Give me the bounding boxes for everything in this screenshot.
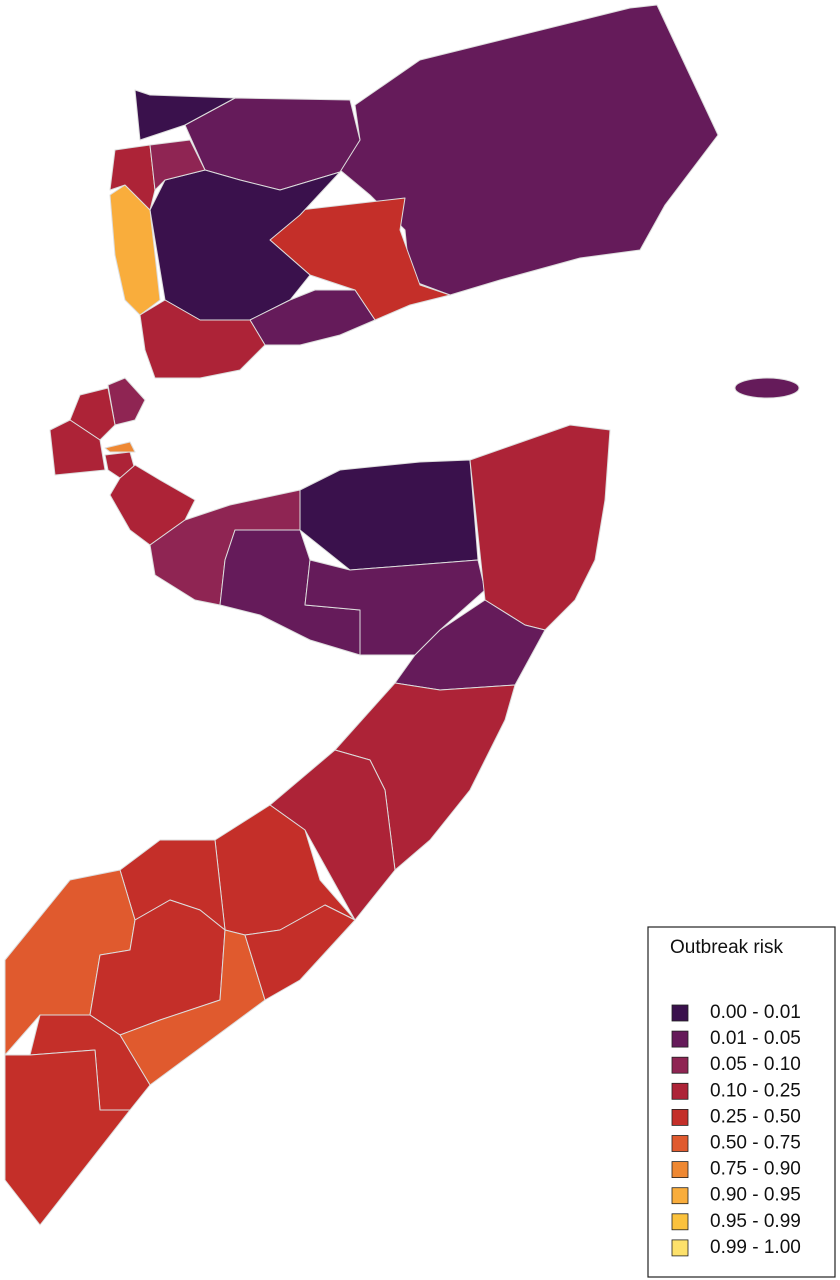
legend-swatch [671, 1135, 689, 1152]
legend-label: 0.01 - 0.05 [710, 1028, 801, 1049]
legend-label: 0.95 - 0.99 [710, 1211, 801, 1232]
region [299, 459, 479, 571]
region [249, 289, 376, 346]
legend-label: 0.10 - 0.25 [710, 1080, 801, 1101]
legend-swatch [671, 1187, 689, 1205]
legend-label: 0.25 - 0.50 [710, 1106, 801, 1127]
legend-swatch [671, 1056, 689, 1074]
region [469, 424, 611, 631]
region [139, 299, 266, 379]
legend-swatch [671, 1213, 689, 1231]
regions [4, 4, 800, 1226]
legend-title: Outbreak risk [670, 937, 783, 958]
region [4, 1049, 131, 1226]
region [339, 4, 719, 296]
legend-label: 0.50 - 0.75 [710, 1133, 801, 1154]
region [734, 377, 800, 399]
legend-swatch [671, 1004, 689, 1022]
region [104, 441, 136, 453]
legend-swatch [671, 1239, 689, 1257]
region [244, 904, 356, 1001]
region [149, 139, 206, 191]
legend-label: 0.99 - 1.00 [710, 1237, 801, 1258]
legend-label: 0.90 - 0.95 [710, 1185, 801, 1206]
region [49, 419, 106, 476]
legend-swatch [671, 1161, 689, 1178]
legend-label: 0.05 - 0.10 [710, 1054, 801, 1075]
legend-label: 0.00 - 0.01 [710, 1002, 801, 1023]
legend-swatch [671, 1030, 689, 1048]
legend-swatch [671, 1109, 689, 1126]
legend-label: 0.75 - 0.90 [710, 1159, 801, 1180]
legend-swatch [671, 1082, 689, 1100]
region [269, 197, 451, 321]
region [134, 89, 236, 141]
region [119, 929, 266, 1086]
